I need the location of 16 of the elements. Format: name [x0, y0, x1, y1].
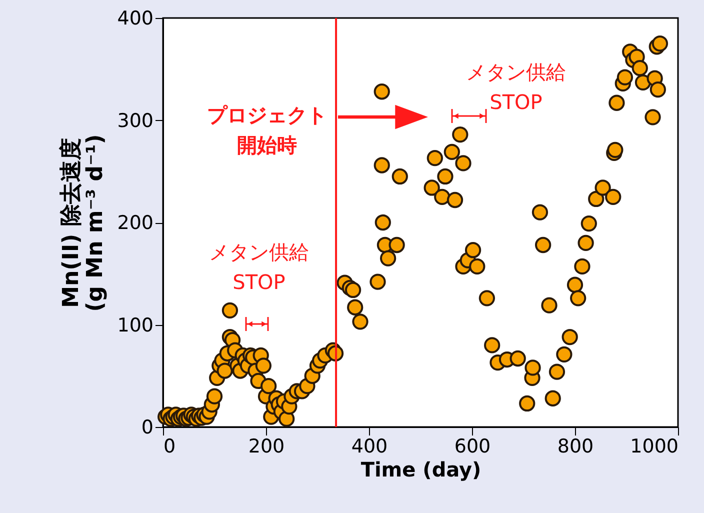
annotation: プロジェクト開始時: [207, 103, 327, 157]
y-tick-label: 200: [117, 212, 154, 234]
x-tick-label: 400: [351, 436, 388, 458]
y-tick-label: 300: [117, 110, 154, 132]
x-tick-label: 800: [557, 436, 594, 458]
y-tick-label: 400: [117, 8, 154, 30]
x-tick-label: 200: [248, 436, 285, 458]
annotation: メタン供給 STOP: [466, 60, 566, 114]
x-axis-title: Time (day): [360, 458, 482, 482]
x-tick-label: 1000: [630, 436, 678, 458]
y-tick-label: 100: [117, 314, 154, 336]
y-tick-label: 0: [141, 416, 154, 438]
y-axis-title: Mn(II) 除去速度 (g Mn m⁻³ d⁻¹): [58, 134, 108, 312]
x-tick-label: 600: [454, 436, 491, 458]
annotation: メタン供給 STOP: [209, 240, 309, 294]
x-tick-label: 0: [164, 436, 176, 458]
